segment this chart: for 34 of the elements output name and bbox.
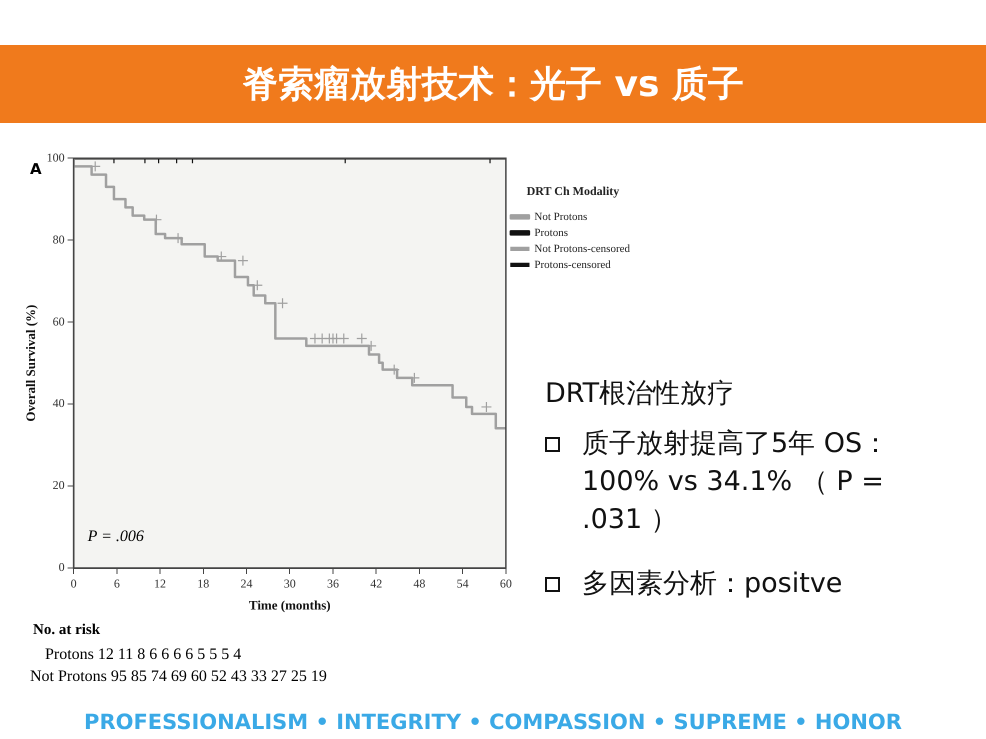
- legend-title: DRT Ch Modality: [526, 184, 620, 198]
- x-tick-label: 18: [197, 576, 210, 590]
- y-tick-label: 40: [52, 396, 65, 410]
- annotation: P = .006: [88, 528, 144, 546]
- legend-label: Not Protons-censored: [534, 242, 630, 255]
- y-tick-label: 80: [52, 232, 65, 246]
- x-tick-label: 48: [413, 576, 426, 590]
- y-tick-label: 100: [46, 150, 65, 164]
- y-axis-title: Overall Survival (%): [23, 304, 38, 422]
- x-tick-label: 0: [70, 576, 77, 590]
- x-tick-label: 12: [154, 576, 166, 590]
- y-tick-label: 20: [52, 478, 65, 492]
- x-tick-label: 54: [456, 576, 469, 590]
- y-tick-label: 60: [52, 314, 65, 328]
- x-tick-label: 30: [284, 576, 296, 590]
- x-tick-label: 36: [326, 576, 339, 590]
- text: PROFESSIONALISM • INTEGRITY • COMPASSION • SUPREME • HONOR: [83, 710, 903, 734]
- legend-label: Protons: [534, 226, 568, 239]
- x-tick-label: 24: [240, 576, 253, 590]
- legend-label: Protons-censored: [534, 258, 612, 271]
- x-axis-title: Time (months): [248, 598, 331, 613]
- text: DRT根治性放疗: [545, 377, 734, 411]
- text: 质子放射提高了5年 OS：100% vs 34.1% （ P = .031 ）: [582, 427, 890, 537]
- x-tick-label: 42: [370, 576, 382, 590]
- x-tick-label: 6: [114, 576, 120, 590]
- chart-title: 脊索瘤放射技术：光子 vs 质子: [241, 63, 745, 107]
- legend-label: Not Protons: [534, 210, 588, 223]
- text: 多因素分析：positve: [582, 567, 844, 601]
- y-tick-label: 0: [58, 560, 65, 574]
- x-tick-label: 60: [500, 576, 512, 590]
- text: Not Protons 95 85 74 69 60 52 43 33 27 25 19: [30, 668, 327, 686]
- text: No. at risk: [33, 622, 100, 639]
- text: A: [30, 160, 42, 178]
- text: Protons 12 11 8 6 6 6 6 5 5 5 4: [45, 646, 242, 664]
